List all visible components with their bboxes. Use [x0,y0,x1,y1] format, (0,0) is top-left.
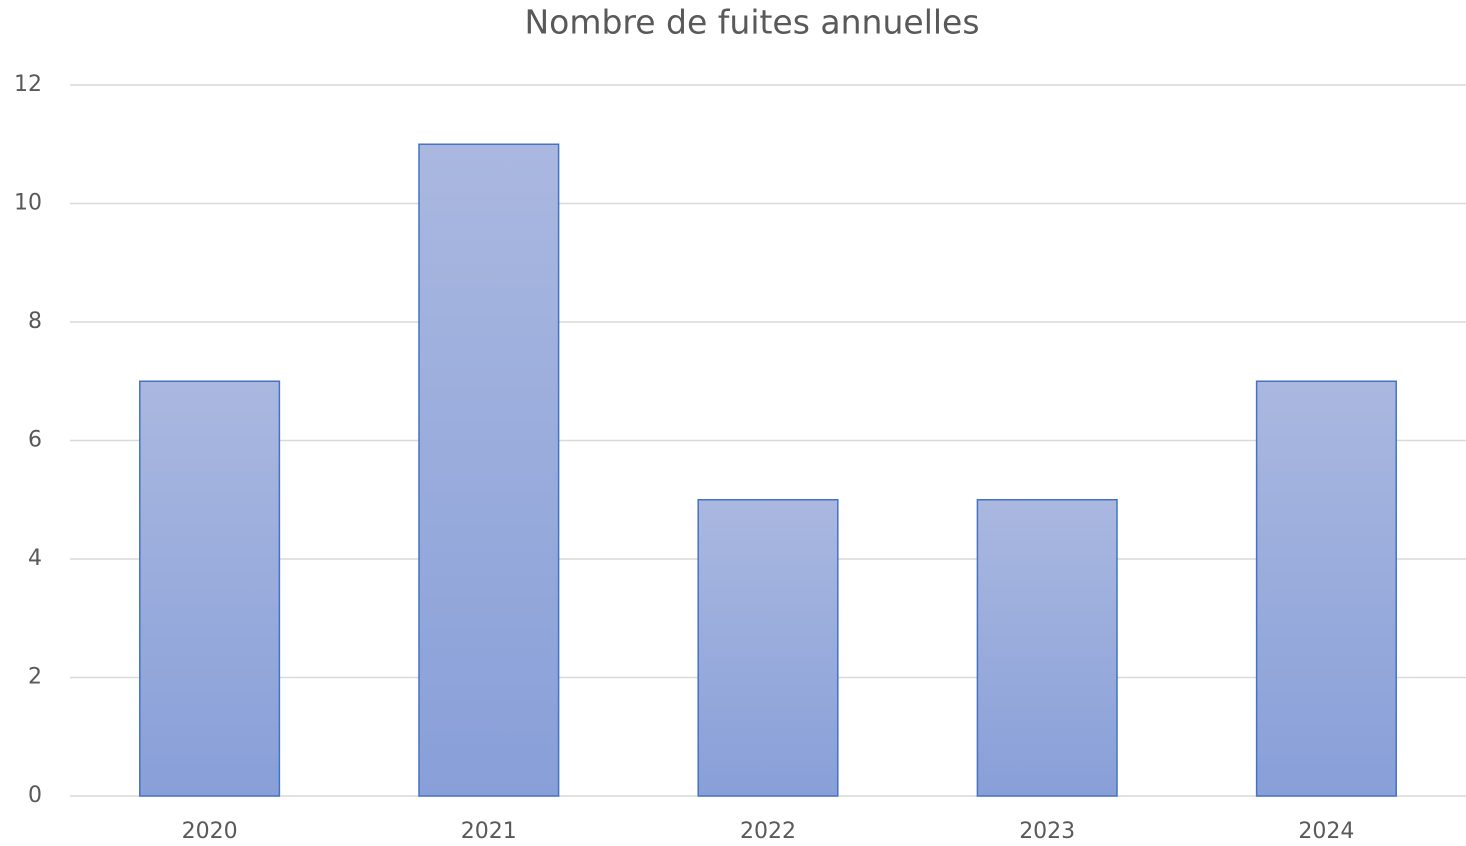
x-tick-label: 2022 [740,819,796,844]
x-tick-label: 2020 [182,819,238,844]
x-tick-label: 2024 [1298,819,1354,844]
y-tick-label: 6 [28,428,42,453]
y-tick-label: 10 [14,191,42,216]
y-tick-label: 0 [28,783,42,808]
y-tick-label: 4 [28,546,42,571]
bar [418,143,560,797]
y-tick-label: 12 [14,72,42,97]
chart-title: Nombre de fuites annuelles [524,3,979,42]
y-tick-label: 8 [28,309,42,334]
bar [976,499,1118,797]
bar [139,380,281,797]
bar [1255,380,1397,797]
x-tick-label: 2023 [1019,819,1075,844]
x-tick-label: 2021 [461,819,517,844]
y-tick-label: 2 [28,665,42,690]
bar [697,499,839,797]
